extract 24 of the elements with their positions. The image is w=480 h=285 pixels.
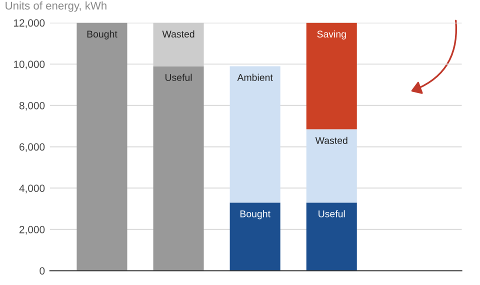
- bar: [230, 202, 280, 271]
- data-label: Bought: [240, 210, 270, 220]
- y-tick-label: 10,000: [14, 60, 45, 70]
- data-label: Wasted: [162, 30, 194, 38]
- y-tick-label: 2,000: [20, 226, 45, 235]
- bar: [153, 66, 204, 271]
- bar: [306, 129, 357, 203]
- data-label: Ambient: [237, 74, 273, 81]
- data-label: Bought: [87, 30, 118, 40]
- data-label: Wasted: [315, 136, 348, 144]
- bar: [76, 22, 128, 271]
- chart-title: Units of energy, kWh: [6, 1, 106, 12]
- data-label: Saving: [317, 30, 346, 40]
- data-label: Useful: [165, 74, 192, 81]
- bar: [153, 22, 204, 66]
- bar: [306, 22, 357, 130]
- y-tick-label: 8,000: [19, 102, 45, 111]
- y-tick-label: 4,000: [19, 184, 45, 194]
- y-tick-label: 0: [40, 267, 45, 275]
- y-tick-label: 6,000: [20, 143, 45, 152]
- bar: [306, 202, 357, 271]
- data-label: Useful: [318, 210, 345, 218]
- bar: [230, 66, 280, 203]
- y-tick-label: 12,000: [14, 19, 45, 28]
